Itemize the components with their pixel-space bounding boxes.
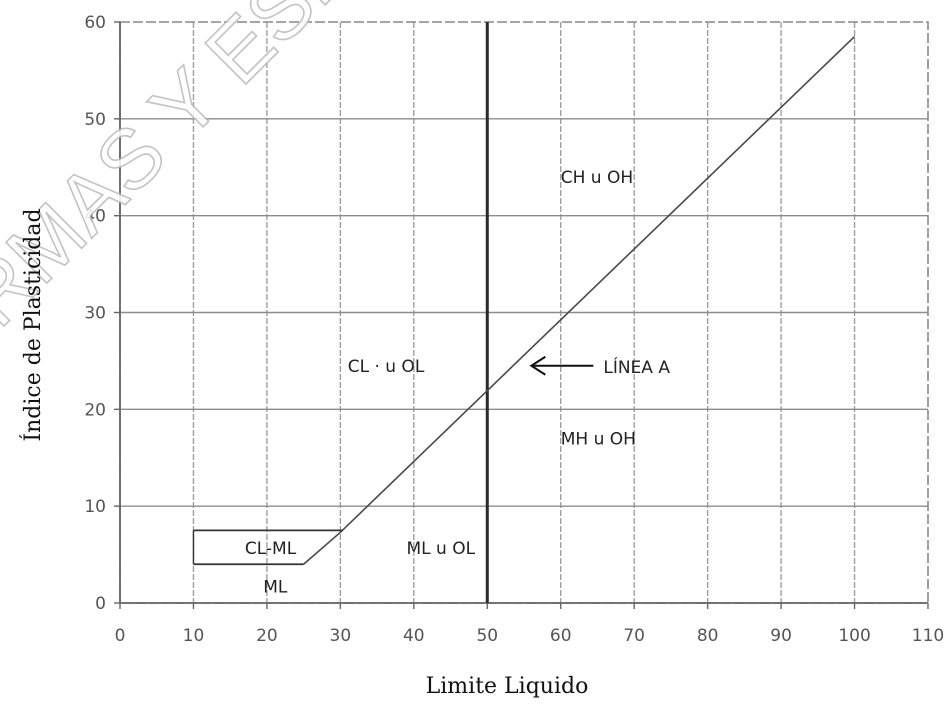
- a-line: [303, 35, 856, 565]
- region-label-cl_ml: CL-ML: [245, 539, 297, 559]
- annotation-label-linea-a: LÍNEA A: [603, 356, 670, 378]
- x-tick-label: 80: [697, 626, 719, 646]
- x-tick-label: 60: [550, 626, 572, 646]
- annotation-arrow-head: [529, 355, 546, 376]
- region-label-ch_oh: CH u OH: [561, 168, 633, 188]
- x-tick-label: 40: [403, 626, 425, 646]
- chart-lines: [192, 22, 856, 603]
- x-axis-title: Limite Liquido: [426, 674, 589, 699]
- x-tick-label: 70: [623, 626, 645, 646]
- x-tick-label: 20: [256, 626, 278, 646]
- y-tick-label: 60: [84, 13, 106, 33]
- region-label-ml_ol: ML u OL: [406, 539, 475, 559]
- y-tick-label: 0: [95, 594, 106, 614]
- region-labels: CH u OH CL · u OL MH u OH CL-ML ML ML u OL LÍN…: [245, 168, 670, 598]
- x-tick-label: 0: [115, 626, 126, 646]
- y-tick-label: 30: [84, 304, 106, 324]
- region-label-cl_ol: CL · u OL: [348, 357, 425, 377]
- x-tick-label: 110: [912, 626, 944, 646]
- axis-frame: [114, 21, 929, 609]
- x-tick-label: 50: [476, 626, 498, 646]
- y-tick-label: 20: [84, 400, 106, 420]
- x-tick-label: 90: [770, 626, 792, 646]
- y-tick-label: 10: [84, 497, 106, 517]
- y-tick-label: 40: [84, 207, 106, 227]
- y-axis-title: Índice de Plasticidad: [19, 208, 46, 441]
- x-tick-label: 30: [330, 626, 352, 646]
- x-tick-label: 100: [838, 626, 870, 646]
- region-label-mh_oh: MH u OH: [561, 429, 636, 449]
- y-tick-label: 50: [84, 110, 106, 130]
- x-tick-label: 10: [183, 626, 205, 646]
- tick-labels: 0 10 20 30 40 50 60 70 80 90 100 110 0 10 20 30 40 50 60: [84, 13, 944, 646]
- region-label-ml: ML: [263, 578, 288, 598]
